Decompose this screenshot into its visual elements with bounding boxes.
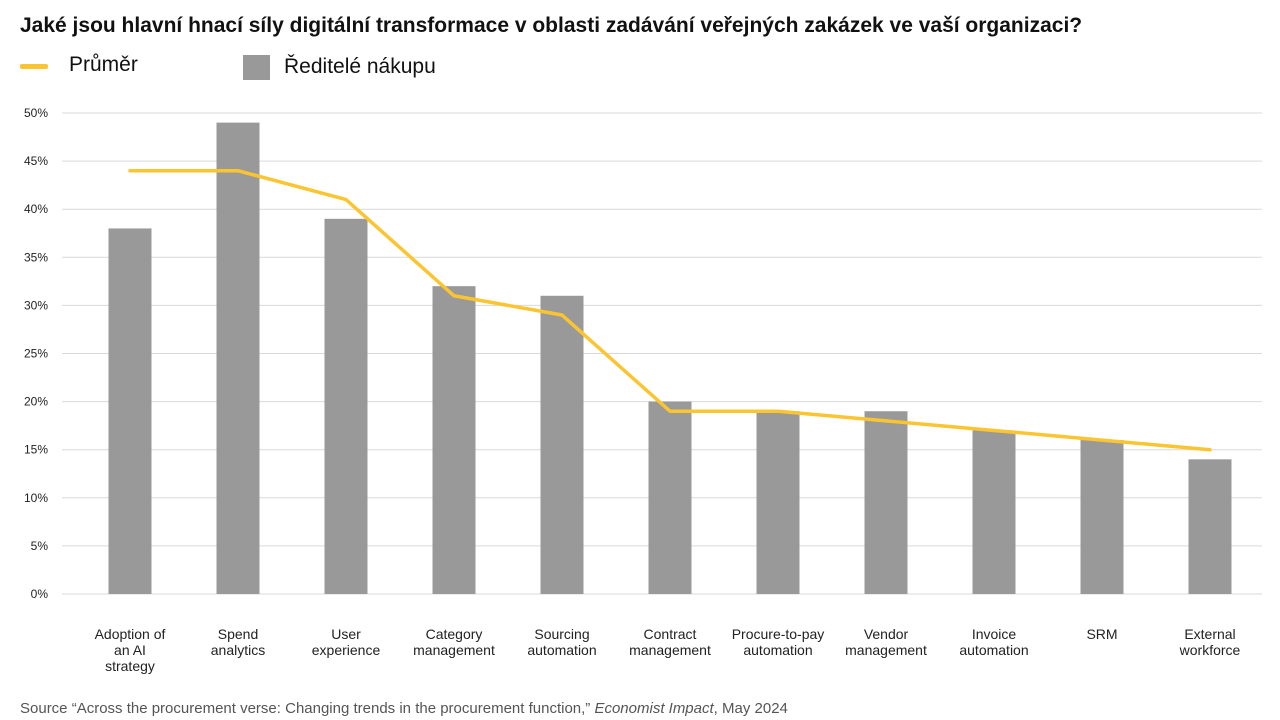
bar [108, 228, 152, 594]
legend-line-label: Průměr [69, 53, 138, 76]
x-tick-label: Category management [413, 626, 495, 658]
x-tick-label: Sourcing automation [527, 626, 596, 658]
x-tick-label-line: Contract [644, 626, 697, 642]
x-tick-label-line: automation [527, 642, 596, 658]
y-tick-label: 0% [31, 587, 49, 601]
legend-line-swatch [20, 64, 48, 69]
y-tick-label: 5% [31, 539, 49, 553]
y-tick-label: 40% [24, 202, 48, 216]
source-suffix: , May 2024 [713, 700, 788, 717]
x-tick-label-line: Spend [218, 626, 258, 642]
x-tick-label-line: workforce [1179, 642, 1241, 658]
y-tick-label: 45% [24, 154, 48, 168]
bar [1080, 440, 1124, 594]
x-tick-label-line: experience [312, 642, 381, 658]
average-line [128, 168, 1212, 452]
x-tick-label: User experience [312, 626, 381, 658]
x-tick-label-line: Adoption of [95, 626, 166, 642]
x-tick-label-line: management [629, 642, 711, 658]
x-tick-label: External workforce [1179, 626, 1241, 658]
y-tick-label: 25% [24, 347, 48, 361]
chart-canvas: 0% 5% 10% 15% 20% 25% 30% 35% 40% 45% 50% Adoption … [24, 106, 1262, 674]
x-tick-label-line: Vendor [864, 626, 909, 642]
y-tick-label: 10% [24, 491, 48, 505]
x-tick-label-line: Category [426, 626, 483, 642]
y-tick-label: 30% [24, 298, 48, 312]
x-tick-label-line: management [845, 642, 927, 658]
x-tick-label-line: External [1184, 626, 1235, 642]
bar [756, 411, 800, 594]
x-tick-label-line: automation [743, 642, 812, 658]
x-tick-label-line: Sourcing [534, 626, 589, 642]
y-tick-label: 15% [24, 443, 48, 457]
legend-bar-label: Ředitelé nákupu [284, 55, 436, 78]
y-tick-label: 50% [24, 106, 48, 120]
source-note: Source “Across the procurement verse: Ch… [20, 700, 788, 717]
x-tick-label-line: an AI [114, 642, 146, 658]
source-prefix: Source “Across the procurement verse: Ch… [20, 700, 595, 717]
bar [432, 286, 476, 594]
y-tick-label: 20% [24, 395, 48, 409]
x-tick-label-line: Invoice [972, 626, 1017, 642]
x-tick-label-line: SRM [1086, 626, 1117, 642]
chart-title: Jaké jsou hlavní hnací síly digitální tr… [20, 14, 1083, 37]
x-tick-label-line: management [413, 642, 495, 658]
bar [324, 218, 368, 594]
bar [972, 430, 1016, 594]
x-tick-label-line: Procure-to-pay [732, 626, 825, 642]
legend: Průměr Ředitelé nákupu [0, 52, 700, 84]
x-tick-label-line: automation [959, 642, 1028, 658]
bar [216, 122, 260, 594]
bar [540, 295, 584, 594]
x-tick-label-line: strategy [105, 658, 155, 674]
legend-bar-swatch [243, 55, 270, 80]
x-tick-label: Adoption of an AI strategy [95, 626, 166, 674]
bar [864, 411, 908, 594]
bar [1188, 459, 1232, 594]
x-tick-label: Contract management [629, 626, 711, 658]
x-tick-label-line: User [331, 626, 361, 642]
x-tick-label: Spend analytics [211, 626, 265, 658]
x-tick-label: Invoice automation [959, 626, 1028, 658]
x-tick-label: Procure-to-pay automation [732, 626, 825, 658]
x-tick-label: SRM [1086, 626, 1117, 642]
y-tick-label: 35% [24, 250, 48, 264]
x-tick-label: Vendor management [845, 626, 927, 658]
source-publisher: Economist Impact [594, 700, 714, 717]
x-tick-label-line: analytics [211, 642, 265, 658]
bar [648, 401, 692, 594]
